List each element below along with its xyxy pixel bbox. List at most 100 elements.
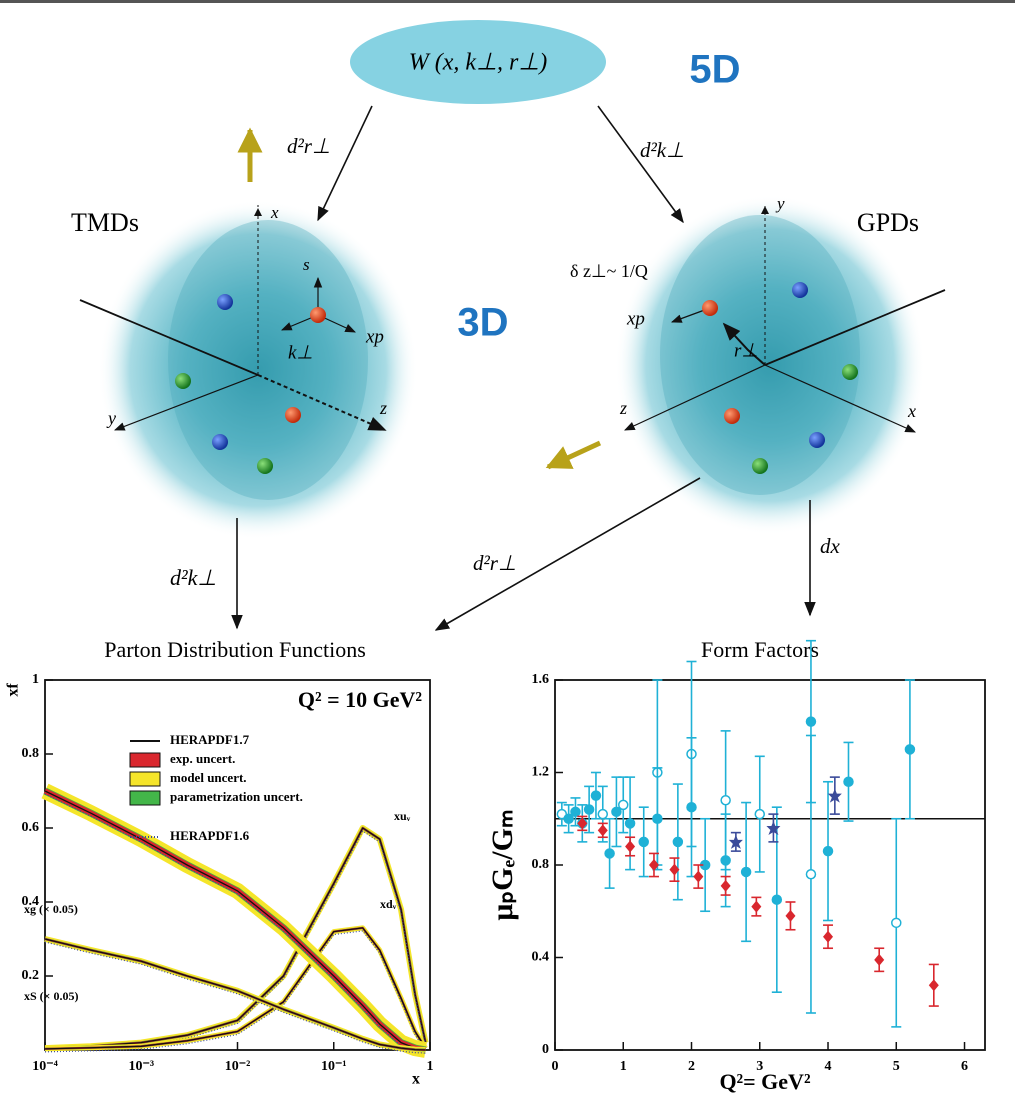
- y-tick-label: 0.2: [22, 968, 40, 983]
- curve-label: xg (× 0.05): [24, 902, 78, 916]
- point: [874, 954, 884, 966]
- chart-title: Parton Distribution Functions: [104, 637, 366, 662]
- point: [571, 807, 580, 816]
- point: [806, 717, 815, 726]
- figure: W (x, k⊥, r⊥) 5D 3D TMDs GPDs: [0, 0, 1015, 1099]
- top-border: [0, 0, 1015, 3]
- point: [755, 810, 764, 819]
- axis-label: z: [379, 398, 387, 418]
- legend-label: parametrization uncert.: [170, 789, 303, 804]
- point: [625, 841, 635, 853]
- axis-label: k⊥: [288, 342, 313, 363]
- y-tick-label: 0.6: [22, 820, 40, 835]
- point: [598, 824, 608, 836]
- edge-arrow: [318, 106, 372, 220]
- y-axis-label: μₚGₑ/Gₘ: [486, 809, 519, 920]
- axis-label: x: [907, 401, 916, 421]
- point: [844, 777, 853, 786]
- axis-label: xp: [365, 326, 384, 347]
- x-tick-label: 10⁻¹: [321, 1059, 347, 1074]
- gpd-sphere: [615, 195, 945, 535]
- y-tick-label: 0.8: [22, 746, 40, 761]
- point: [892, 918, 901, 927]
- point: [905, 745, 914, 754]
- point: [653, 814, 662, 823]
- legend-label: exp. uncert.: [170, 751, 235, 766]
- x-tick-label: 1: [620, 1059, 627, 1074]
- legend-swatch: [130, 791, 160, 805]
- curve-label: xdᵥ: [380, 897, 397, 911]
- x-tick-label: 1: [427, 1059, 434, 1074]
- x-tick-label: 10⁻³: [128, 1059, 154, 1074]
- point: [751, 901, 761, 913]
- y-tick-label: 1.2: [532, 765, 550, 780]
- x-axis-label: x: [412, 1071, 420, 1088]
- point: [721, 856, 730, 865]
- tmd-sphere: [80, 200, 418, 540]
- point: [619, 800, 628, 809]
- edge-label: dx: [820, 534, 841, 558]
- x-tick-label: 6: [961, 1059, 968, 1074]
- curve-1-6: [45, 942, 426, 1053]
- y-tick-label: 1.6: [532, 672, 550, 687]
- point: [721, 880, 731, 892]
- page: W (x, k⊥, r⊥) 5D 3D TMDs GPDs: [0, 0, 1015, 1099]
- x-tick-label: 4: [825, 1059, 832, 1074]
- y-tick-label: 0: [542, 1042, 549, 1057]
- y-axis-label: xf: [5, 683, 22, 697]
- x-tick-label: 5: [893, 1059, 900, 1074]
- x-tick-label: 0: [552, 1059, 559, 1074]
- edge-label: d²k⊥: [170, 565, 217, 590]
- legend-label: HERAPDF1.7: [170, 732, 250, 747]
- legend-swatch: [130, 772, 160, 786]
- axis-label: y: [775, 194, 785, 213]
- point: [772, 895, 781, 904]
- y-tick-label: 0.8: [532, 857, 550, 872]
- label-3d: 3D: [457, 301, 508, 345]
- x-axis-label: Q²= GeV²: [719, 1069, 811, 1094]
- chart-title: Form Factors: [701, 637, 819, 662]
- motion-arrow: [548, 443, 600, 467]
- axis-label: x: [270, 203, 279, 222]
- point: [612, 807, 621, 816]
- edge-arrow: [598, 106, 683, 222]
- point: [785, 910, 795, 922]
- axis-label: r⊥: [734, 340, 758, 361]
- point: [687, 803, 696, 812]
- x-tick-label: 10⁻⁴: [32, 1059, 58, 1074]
- curve-label: xS (× 0.05): [24, 989, 79, 1003]
- legend-swatch: [130, 753, 160, 767]
- point: [742, 867, 751, 876]
- y-tick-label: 0.4: [532, 950, 550, 965]
- point: [598, 810, 607, 819]
- point: [823, 931, 833, 943]
- center-node: W (x, k⊥, r⊥): [409, 50, 547, 76]
- axis-label: s: [303, 255, 310, 274]
- point: [693, 871, 703, 883]
- label-5d: 5D: [689, 48, 740, 92]
- point: [673, 837, 682, 846]
- plot-frame: [555, 680, 985, 1050]
- curve-label: xuᵥ: [394, 809, 411, 823]
- point: [564, 814, 573, 823]
- point: [929, 979, 939, 991]
- point: [806, 870, 815, 879]
- y-tick-label: 1: [32, 672, 39, 687]
- edge-label: d²r⊥: [473, 551, 516, 575]
- axis-label: z: [619, 398, 627, 418]
- point: [591, 791, 600, 800]
- edge-label: d²k⊥: [640, 138, 684, 162]
- point: [585, 805, 594, 814]
- axis-label: δ z⊥~ 1/Q: [570, 261, 648, 281]
- left-node: TMDs: [71, 208, 139, 237]
- axis-label: y: [106, 408, 116, 428]
- point: [721, 796, 730, 805]
- annotation: Q² = 10 GeV²: [298, 687, 423, 712]
- edge-label: d²r⊥: [287, 134, 330, 158]
- point: [824, 847, 833, 856]
- x-tick-label: 2: [688, 1059, 695, 1074]
- x-tick-label: 10⁻²: [225, 1059, 251, 1074]
- point: [605, 849, 614, 858]
- axis-label: xp: [626, 308, 645, 329]
- legend-label: model uncert.: [170, 770, 247, 785]
